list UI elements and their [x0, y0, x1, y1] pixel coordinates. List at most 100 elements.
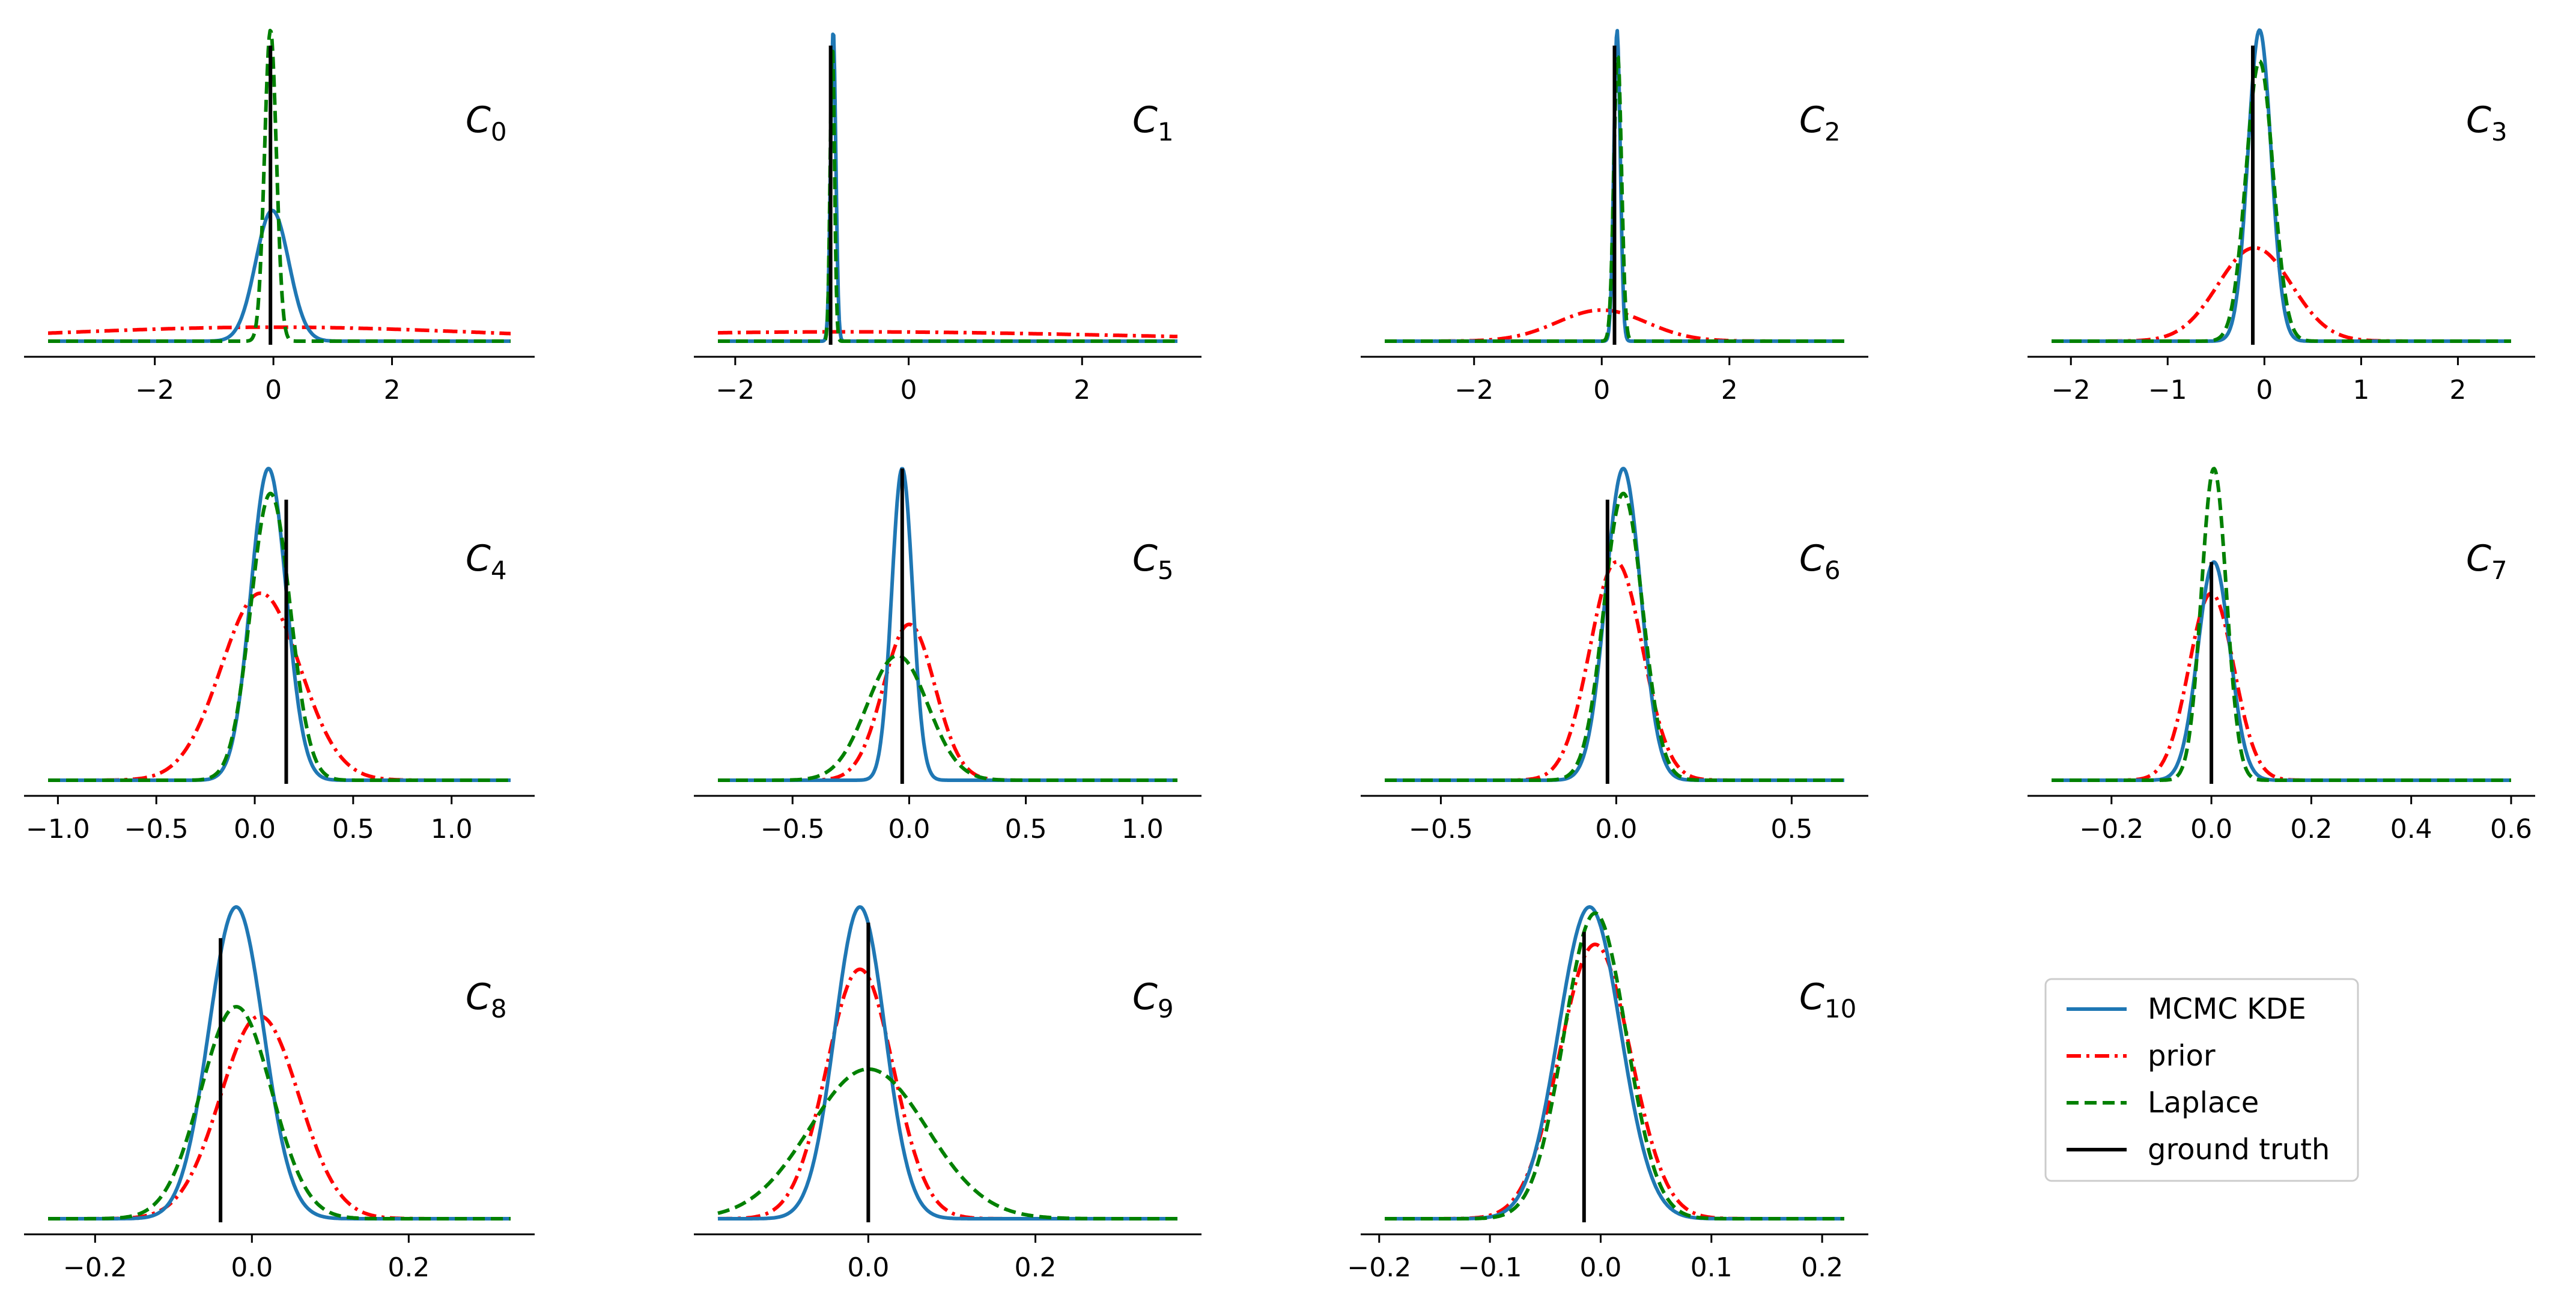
panel-c10: −0.2 −0.1 0.0 0.1 0.2 C10: [1347, 905, 1868, 1283]
panel-c1: −2 0 2 C1: [694, 32, 1201, 405]
panel-label-subscript: 4: [491, 556, 507, 585]
x-tick-label: 2: [2449, 375, 2466, 405]
x-tick-label: 0.6: [2490, 814, 2532, 845]
mcmc-curve: [2050, 560, 2512, 782]
x-tick-label: 0.5: [1770, 814, 1812, 845]
panel-label-main: C: [2466, 538, 2491, 580]
laplace-curve: [47, 28, 512, 343]
panel-label: C8: [466, 976, 507, 1023]
panel-grid: −2 0 2C0−2 0 2C1−2 0 2C2−2 −1 0 1 2C3−1.0 −0.5 0.0 0.…: [24, 28, 2535, 1283]
prior-curve: [717, 622, 1179, 782]
panel-label-subscript: 3: [2491, 117, 2508, 147]
laplace-curve: [47, 1005, 512, 1221]
legend: MCMC KDE prior Laplace ground truth: [2044, 978, 2359, 1182]
laplace-curve: [1384, 491, 1845, 782]
panel-label-main: C: [1799, 538, 1824, 580]
x-tick-label: 2: [1721, 375, 1738, 405]
panel-label-main: C: [1132, 538, 1158, 580]
prior-curve: [717, 330, 1179, 339]
legend-label: ground truth: [2148, 1133, 2330, 1166]
panel-label-subscript: 5: [1158, 556, 1174, 585]
x-tick-label: 2: [1074, 375, 1090, 405]
panel-label-subscript: 0: [491, 117, 507, 147]
legend-label: Laplace: [2148, 1086, 2259, 1120]
panel-label: C6: [1799, 538, 1841, 585]
x-tick-label: −0.1: [1458, 1252, 1522, 1283]
panel-label-subscript: 8: [491, 994, 507, 1023]
prior-curve: [1384, 560, 1845, 782]
prior-curve: [2050, 591, 2512, 782]
x-tick-label: 1: [2353, 375, 2369, 405]
mcmc-curve: [47, 905, 512, 1221]
x-tick-label: 0: [1593, 375, 1610, 405]
laplace-curve: [717, 654, 1179, 782]
prior-curve: [47, 325, 512, 336]
x-tick-label: −2: [715, 375, 755, 405]
legend-entry-prior: prior: [2067, 1039, 2216, 1073]
prior-curve: [47, 1014, 512, 1221]
panel-c5: −0.5 0.0 0.5 1.0 C5: [694, 467, 1201, 845]
laplace-curve: [2050, 59, 2512, 343]
x-tick-label: 2: [384, 375, 401, 405]
x-tick-label: −0.5: [1409, 814, 1473, 845]
mcmc-curve: [2050, 28, 2512, 343]
panel-c0: −2 0 2C0: [24, 28, 535, 405]
x-tick-label: −0.2: [63, 1252, 127, 1283]
panel-c6: −0.5 0.0 0.5 C6: [1361, 467, 1868, 845]
panel-label-main: C: [1799, 976, 1824, 1018]
x-tick-label: 0.2: [1015, 1252, 1057, 1283]
panel-label-main: C: [1132, 99, 1158, 141]
x-tick-label: 0.2: [1801, 1252, 1843, 1283]
legend-entry-truth: ground truth: [2067, 1133, 2330, 1166]
x-tick-label: 0: [2256, 375, 2273, 405]
x-tick-label: 0.2: [387, 1252, 430, 1283]
panel-label-main: C: [1799, 99, 1824, 141]
x-tick-label: 0.4: [2390, 814, 2432, 845]
legend-label: prior: [2148, 1039, 2216, 1073]
panel-c7: −0.2 0.0 0.2 0.4 0.6 C7: [2028, 467, 2535, 845]
x-tick-label: −0.5: [124, 814, 189, 845]
panel-label: C3: [2466, 99, 2508, 147]
x-tick-label: 0.5: [1005, 814, 1047, 845]
panel-label-main: C: [1132, 976, 1158, 1018]
x-tick-label: 1.0: [1122, 814, 1164, 845]
x-tick-label: 0.0: [231, 1252, 273, 1283]
laplace-curve: [717, 1067, 1179, 1221]
x-tick-label: 1.0: [431, 814, 473, 845]
x-tick-label: 0: [265, 375, 282, 405]
x-tick-label: 0: [901, 375, 917, 405]
x-tick-label: 0.0: [847, 1252, 889, 1283]
x-tick-label: 0.0: [888, 814, 930, 845]
panel-label: C7: [2466, 538, 2508, 585]
legend-frame: [2044, 978, 2359, 1182]
panel-c8: −0.2 0.0 0.2 C8: [24, 905, 535, 1283]
laplace-curve: [2050, 467, 2512, 782]
laplace-curve: [1384, 911, 1845, 1221]
panel-label: C1: [1132, 99, 1174, 147]
x-tick-label: 0.0: [1595, 814, 1637, 845]
x-tick-label: −2: [1454, 375, 1493, 405]
laplace-curve: [47, 491, 512, 782]
panel-label-subscript: 1: [1158, 117, 1174, 147]
panel-label: C10: [1799, 976, 1856, 1023]
panel-label-subscript: 6: [1824, 556, 1841, 585]
panel-label: C0: [466, 99, 507, 147]
panel-label-main: C: [466, 538, 491, 580]
panel-label-subscript: 2: [1824, 117, 1841, 147]
mcmc-curve: [717, 467, 1179, 782]
panel-label-subscript: 9: [1158, 994, 1174, 1023]
x-tick-label: 0.0: [2190, 814, 2232, 845]
x-tick-label: 0.2: [2290, 814, 2332, 845]
x-tick-label: −0.2: [1347, 1252, 1411, 1283]
x-tick-label: −1.0: [26, 814, 90, 845]
panel-label-subscript: 7: [2491, 556, 2508, 585]
laplace-curve: [717, 49, 1179, 343]
x-tick-label: −1: [2148, 375, 2187, 405]
panel-label-main: C: [2466, 99, 2491, 141]
x-tick-label: −0.2: [2079, 814, 2143, 845]
mcmc-curve: [1384, 905, 1845, 1221]
mcmc-curve: [717, 32, 1179, 343]
panel-c9: 0.0 0.2 C9: [694, 905, 1201, 1283]
panel-label: C4: [466, 538, 507, 585]
